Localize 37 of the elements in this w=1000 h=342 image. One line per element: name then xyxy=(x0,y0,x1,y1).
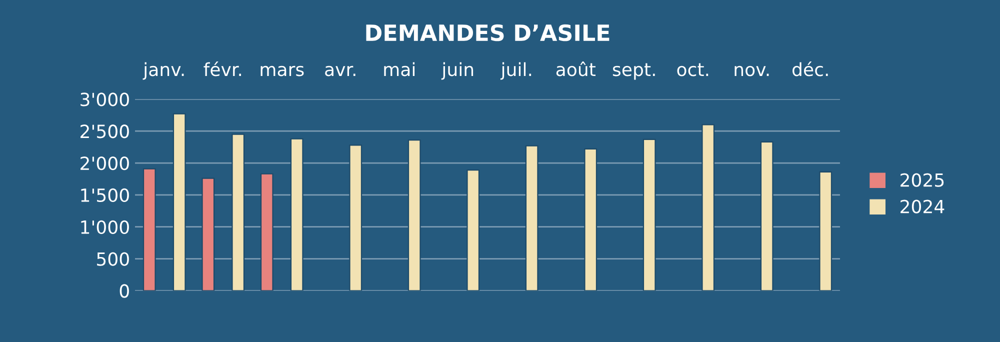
bar xyxy=(466,169,480,291)
x-tick-label: janv. xyxy=(142,62,184,80)
x-tick-label: oct. xyxy=(677,63,708,76)
y-tick-label: 500 xyxy=(97,252,129,266)
y-tick-label: 0 xyxy=(120,284,129,298)
y-tick-label: 3'000 xyxy=(80,92,129,106)
bar xyxy=(702,124,715,291)
bar xyxy=(584,148,598,291)
bar xyxy=(290,138,304,291)
bar xyxy=(172,113,186,291)
x-tick-label: févr. xyxy=(204,62,242,76)
legend-label: 2024 xyxy=(900,200,944,214)
bar xyxy=(260,173,274,291)
y-tick-label: 2'000 xyxy=(80,156,129,170)
bar xyxy=(642,138,656,291)
bar xyxy=(142,168,156,291)
x-tick-label: mai xyxy=(384,62,415,76)
x-tick-label: mars xyxy=(260,66,304,76)
x-tick-label: août xyxy=(556,62,596,76)
x-tick-label: juil. xyxy=(500,62,532,80)
chart-title: DEMANDES D’ASILE xyxy=(366,24,610,42)
legend-label: 2025 xyxy=(900,173,944,187)
bar xyxy=(819,171,832,291)
y-tick-label: 2'500 xyxy=(80,124,129,138)
y-tick-label: 1'000 xyxy=(81,220,129,234)
bar xyxy=(232,134,245,291)
x-tick-label: avr. xyxy=(325,66,356,76)
bar xyxy=(349,144,362,291)
bar xyxy=(202,178,215,291)
x-tick-label: juin xyxy=(441,62,474,80)
x-tick-label: nov. xyxy=(734,66,769,76)
x-tick-label: déc. xyxy=(792,62,828,76)
x-tick-label: sept. xyxy=(612,63,655,80)
y-tick-label: 1'500 xyxy=(81,188,129,202)
bar xyxy=(525,145,538,291)
bar xyxy=(408,139,421,291)
bar xyxy=(760,141,774,291)
